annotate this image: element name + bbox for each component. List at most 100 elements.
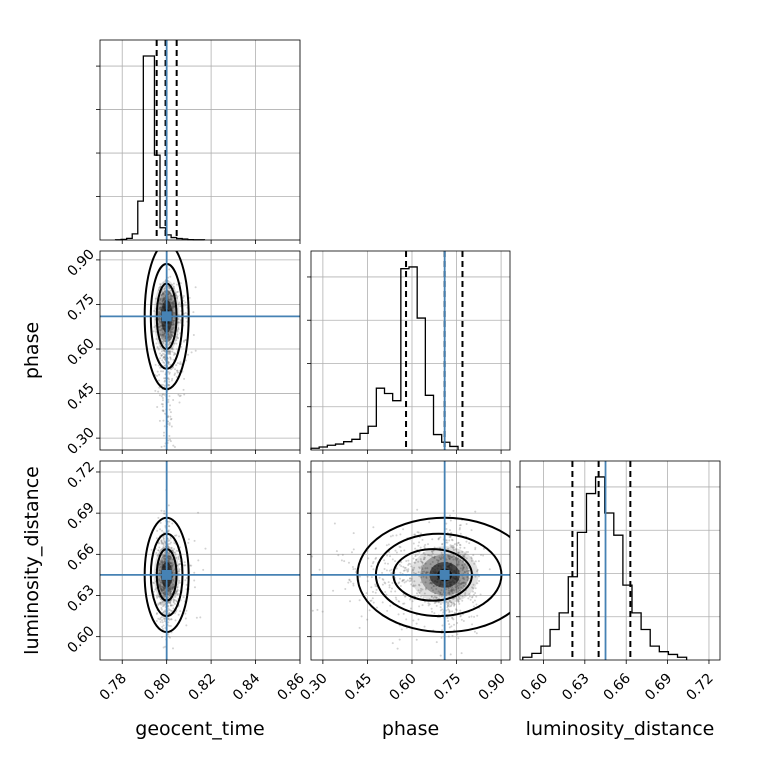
sample-point [161, 331, 164, 334]
sample-point [170, 297, 173, 300]
sample-point [159, 584, 162, 587]
sample-point [452, 554, 455, 557]
sample-point [158, 319, 161, 322]
sample-point [172, 304, 175, 307]
sample-point [170, 298, 173, 301]
sample-point [172, 311, 175, 314]
sample-point [162, 335, 165, 338]
sample-point [453, 589, 456, 592]
sample-point [163, 593, 166, 596]
sample-point [168, 557, 171, 560]
sample-point [418, 591, 421, 594]
x-tick-label-phase: 0.60 [386, 670, 419, 703]
sample-point [187, 353, 190, 356]
sample-point [445, 528, 448, 531]
sample-point [171, 323, 174, 326]
sample-point [162, 589, 165, 592]
sample-point [170, 592, 173, 595]
sample-point [177, 326, 180, 329]
sample-point [455, 608, 458, 611]
sample-point [441, 624, 444, 627]
sample-point [171, 350, 174, 353]
sample-point [441, 543, 444, 546]
y-tick-label-phase: 0.30 [64, 425, 97, 458]
sample-point [435, 597, 438, 600]
sample-point [178, 579, 181, 582]
sample-point [458, 527, 461, 530]
sample-point [162, 538, 165, 541]
sample-point [163, 297, 166, 300]
sample-point [162, 299, 165, 302]
sample-point [167, 559, 170, 562]
sample-point [162, 298, 165, 301]
sample-point [173, 571, 176, 574]
sample-point [450, 590, 453, 593]
sample-point [389, 555, 392, 558]
sample-point [308, 602, 310, 604]
sample-point [405, 568, 408, 571]
sample-point [159, 620, 162, 623]
sample-point [395, 534, 398, 537]
sample-point [197, 511, 200, 514]
sample-point [170, 299, 173, 302]
sample-point [161, 628, 164, 631]
sample-point [448, 555, 451, 558]
sample-point [174, 551, 177, 554]
sample-point [193, 586, 196, 589]
sample-point [162, 299, 165, 302]
sample-point [475, 632, 478, 635]
grid [311, 251, 510, 450]
sample-point [164, 354, 167, 357]
sample-point [318, 568, 321, 571]
sample-point [160, 539, 163, 542]
sample-point [168, 434, 171, 437]
sample-point [155, 537, 158, 540]
x-tick-label-luminosity_distance: 0.60 [518, 670, 551, 703]
y-tick-label-luminosity_distance: 0.69 [64, 500, 97, 533]
sample-point [466, 579, 469, 582]
sample-point [167, 343, 170, 346]
sample-point [458, 597, 461, 600]
sample-point [173, 351, 176, 354]
x-tick-label-phase: 0.90 [476, 670, 509, 703]
sample-point [167, 545, 170, 548]
sample-point [457, 600, 460, 603]
sample-point [175, 556, 178, 559]
sample-point [157, 326, 160, 329]
sample-point [411, 584, 414, 587]
sample-point [403, 602, 406, 605]
sample-point [168, 408, 171, 411]
sample-point [164, 356, 167, 359]
sample-point [168, 335, 171, 338]
sample-point [452, 509, 455, 512]
sample-point [468, 593, 471, 596]
sample-point [167, 594, 170, 597]
sample-point [172, 282, 175, 285]
sample-point [375, 588, 378, 591]
sample-point [423, 558, 426, 561]
sample-point [176, 588, 179, 591]
sample-point [413, 561, 416, 564]
sample-point [462, 555, 465, 558]
sample-point [161, 327, 164, 330]
sample-point [168, 380, 171, 383]
sample-point [183, 312, 186, 315]
sample-point [158, 312, 161, 315]
sample-point [385, 544, 388, 547]
sample-point [405, 560, 408, 563]
sample-point [390, 572, 393, 575]
sample-point [167, 557, 170, 560]
sample-point [167, 370, 170, 373]
sample-point [161, 619, 164, 622]
sample-point [467, 569, 470, 572]
sample-point [170, 304, 173, 307]
sample-point [448, 535, 451, 538]
sample-point [177, 556, 180, 559]
sample-point [337, 554, 340, 557]
sample-point [193, 571, 196, 574]
sample-point [157, 310, 160, 313]
sample-point [163, 510, 166, 513]
sample-point [169, 289, 172, 292]
